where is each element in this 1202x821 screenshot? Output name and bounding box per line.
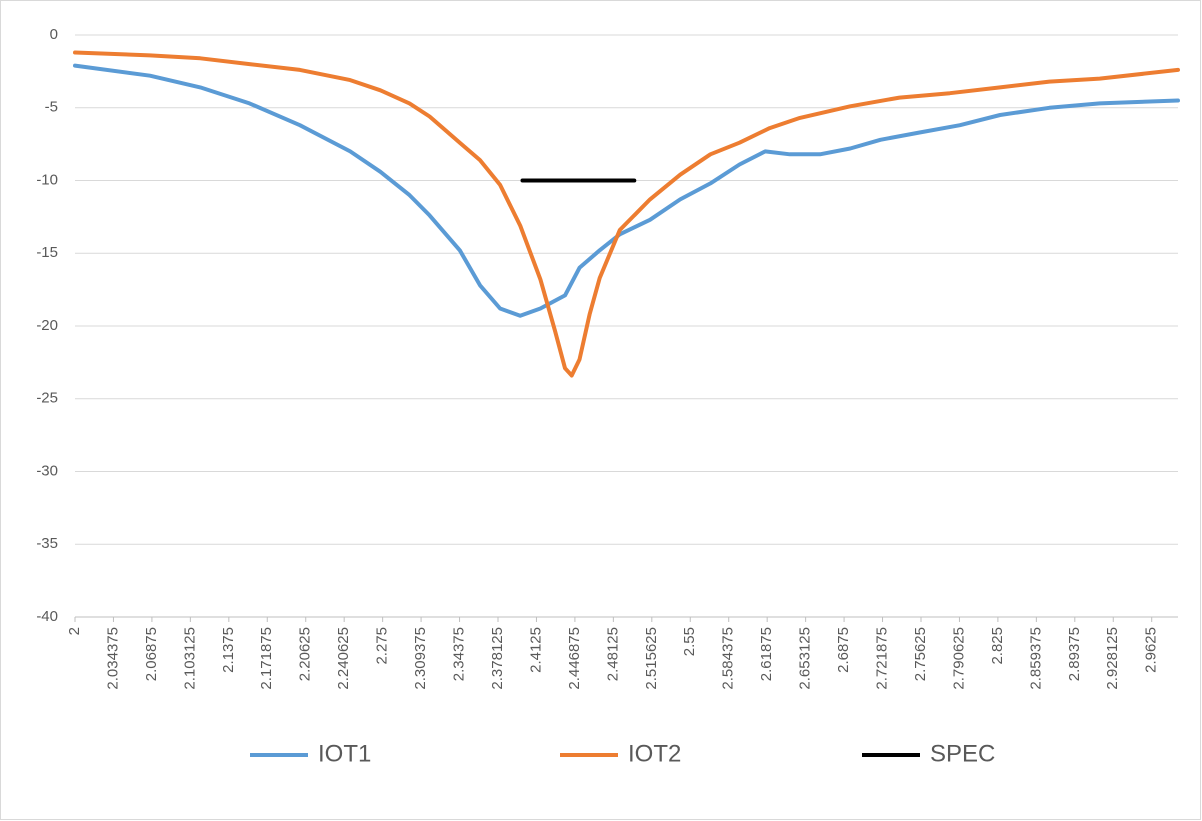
x-tick-label: 2.034375 [104,627,121,690]
x-tick-label: 2.4125 [527,627,544,673]
x-tick-label: 2.20625 [297,627,314,681]
x-tick-label: 2.89375 [1066,627,1083,681]
x-tick-label: 2.55 [681,627,698,656]
legend-label: IOT2 [628,740,681,767]
x-tick-label: 2.825 [989,627,1006,665]
x-tick-label: 2.9625 [1143,627,1160,673]
legend-label: IOT1 [318,740,371,767]
x-tick-label: 2.928125 [1104,627,1121,690]
y-tick-label: -30 [36,462,58,479]
x-tick-label: 2.48125 [604,627,621,681]
x-tick-label: 2.34375 [451,627,468,681]
x-tick-label: 2.275 [374,627,391,665]
y-tick-label: 0 [50,26,58,43]
x-tick-label: 2.103125 [181,627,198,690]
x-tick-label: 2.446875 [566,627,583,690]
y-tick-label: -20 [36,317,58,334]
x-tick-label: 2 [66,627,83,635]
x-tick-label: 2.1375 [220,627,237,673]
x-tick-label: 2.171875 [258,627,275,690]
y-tick-label: -5 [45,99,58,116]
legend-label: SPEC [930,740,995,767]
x-tick-label: 2.859375 [1027,627,1044,690]
x-tick-label: 2.721875 [874,627,891,690]
x-tick-label: 2.06875 [143,627,160,681]
x-tick-label: 2.790625 [950,627,967,690]
x-tick-label: 2.515625 [643,627,660,690]
x-tick-label: 2.75625 [912,627,929,681]
y-tick-label: -25 [36,390,58,407]
y-tick-label: -10 [36,171,58,188]
x-tick-label: 2.378125 [489,627,506,690]
x-tick-label: 2.61875 [758,627,775,681]
x-tick-label: 2.309375 [412,627,429,690]
y-tick-label: -35 [36,535,58,552]
x-tick-label: 2.653125 [797,627,814,690]
x-tick-label: 2.6875 [835,627,852,673]
y-tick-label: -15 [36,244,58,261]
series-line [73,50,1180,378]
y-tick-label: -40 [36,608,58,625]
series-line [73,63,1180,318]
x-tick-label: 2.240625 [335,627,352,690]
x-tick-label: 2.584375 [720,627,737,690]
